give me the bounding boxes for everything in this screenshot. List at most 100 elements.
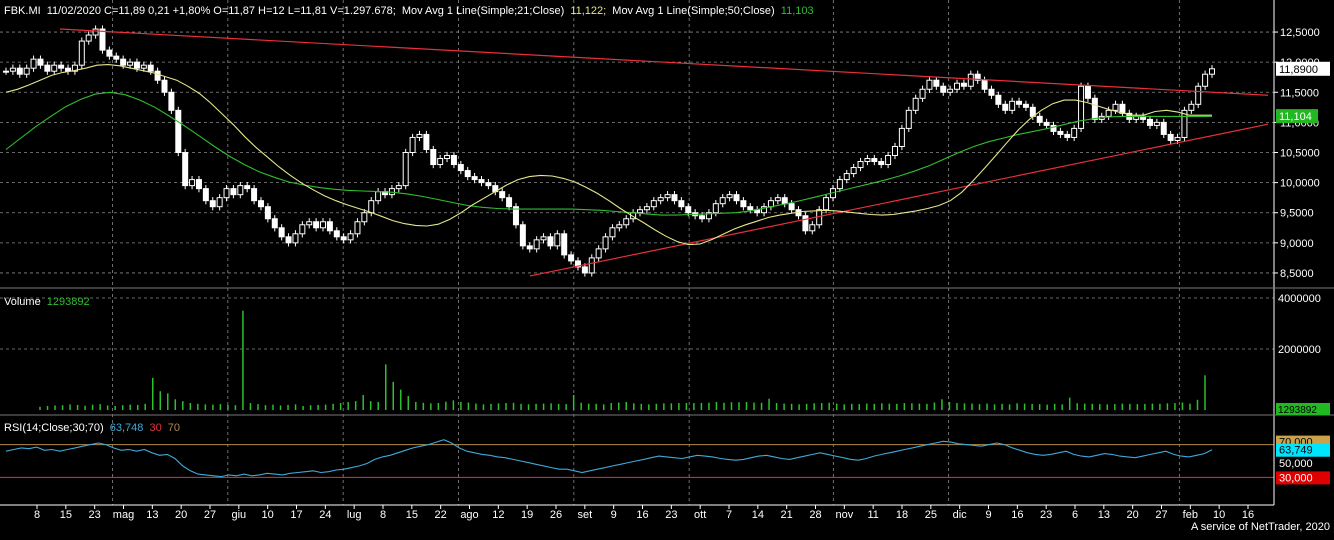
volume-header: Volume 1293892 bbox=[4, 296, 90, 308]
candle-body bbox=[1057, 130, 1064, 135]
candle-body bbox=[251, 188, 258, 202]
candle-body bbox=[147, 64, 154, 72]
candle-body bbox=[1195, 85, 1202, 105]
candle-body bbox=[699, 215, 706, 220]
candle-body bbox=[561, 233, 568, 256]
x-tick-label: 27 bbox=[1155, 509, 1167, 521]
candle-body bbox=[409, 136, 416, 153]
candle-body bbox=[1153, 121, 1160, 126]
candle-body bbox=[44, 64, 51, 72]
candle-body bbox=[78, 40, 85, 66]
candle-body bbox=[843, 173, 850, 181]
price-tick-label: 11,5000 bbox=[1280, 87, 1319, 99]
x-tick-label: 16 bbox=[636, 509, 648, 521]
x-tick-label: feb bbox=[1183, 509, 1198, 521]
x-tick-label: set bbox=[577, 509, 592, 521]
x-tick-label: 10 bbox=[1213, 509, 1225, 521]
candle-body bbox=[740, 200, 747, 208]
candle-body bbox=[168, 91, 175, 111]
x-tick-label: 27 bbox=[204, 509, 216, 521]
x-tick-label: 6 bbox=[1072, 509, 1078, 521]
price-tick-label: 12,5000 bbox=[1280, 27, 1320, 39]
x-tick-label: 28 bbox=[809, 509, 821, 521]
candle-body bbox=[1071, 127, 1078, 138]
candle-body bbox=[1002, 103, 1009, 111]
candle-body bbox=[761, 206, 768, 214]
candle-body bbox=[285, 236, 292, 244]
header-quote: 11/02/2020 C=11,89 0,21 +1,80% O=11,87 H… bbox=[47, 5, 396, 17]
candle-body bbox=[1209, 68, 1215, 75]
candle-body bbox=[905, 109, 912, 129]
rsi-header: RSI(14;Close;30;70) 63,748 30 70 bbox=[4, 422, 180, 434]
candle-body bbox=[133, 61, 140, 69]
x-tick-label: dic bbox=[953, 509, 968, 521]
x-tick-label: ott bbox=[694, 509, 706, 521]
candle-body bbox=[967, 73, 974, 87]
footer-credit: A service of NetTrader, 2020 bbox=[1191, 521, 1330, 533]
rsi-value-label: 63,749 bbox=[1279, 445, 1313, 457]
x-tick-label: 20 bbox=[1127, 509, 1139, 521]
rsi-upper-level: 70 bbox=[168, 422, 180, 434]
candle-body bbox=[988, 88, 995, 96]
candle-body bbox=[1036, 115, 1043, 123]
rsi-30-label: 30,000 bbox=[1279, 472, 1313, 484]
candle-body bbox=[1181, 109, 1188, 138]
candle-body bbox=[30, 58, 37, 69]
candle-body bbox=[257, 200, 264, 208]
candle-body bbox=[926, 79, 933, 90]
candle-body bbox=[416, 133, 423, 138]
candle-body bbox=[912, 97, 919, 111]
candle-body bbox=[623, 218, 630, 226]
candle-body bbox=[506, 197, 513, 208]
last-price-box bbox=[1276, 61, 1330, 76]
candle-body bbox=[499, 191, 506, 199]
candle-body bbox=[871, 158, 878, 163]
candle-body bbox=[278, 227, 285, 238]
x-tick-label: 21 bbox=[781, 509, 793, 521]
candle-body bbox=[175, 109, 182, 154]
x-tick-label: 19 bbox=[521, 509, 533, 521]
last-price-label: 11,8900 bbox=[1279, 64, 1318, 76]
candle-body bbox=[919, 88, 926, 99]
candle-body bbox=[430, 148, 437, 166]
candle-body bbox=[306, 221, 313, 226]
candle-body bbox=[92, 28, 99, 36]
x-tick-label: 16 bbox=[1011, 509, 1023, 521]
x-tick-label: lug bbox=[347, 509, 362, 521]
x-tick-label: 8 bbox=[34, 509, 40, 521]
x-tick-label: 26 bbox=[550, 509, 562, 521]
candle-body bbox=[802, 215, 809, 232]
candle-body bbox=[678, 200, 685, 208]
candle-body bbox=[326, 221, 333, 232]
candle-body bbox=[71, 64, 78, 72]
candle-body bbox=[1084, 85, 1091, 99]
ma50-box bbox=[1276, 109, 1318, 124]
candle-body bbox=[940, 85, 947, 93]
candle-body bbox=[671, 194, 678, 202]
candle-body bbox=[609, 227, 616, 238]
x-tick-label: 13 bbox=[146, 509, 158, 521]
candle-body bbox=[1188, 103, 1195, 111]
candle-body bbox=[1105, 109, 1112, 117]
candle-body bbox=[1043, 121, 1050, 126]
candle-body bbox=[981, 79, 988, 90]
candle-body bbox=[85, 34, 92, 42]
candle-body bbox=[995, 94, 1002, 105]
rsi-line bbox=[5, 439, 1213, 478]
candle-body bbox=[1160, 121, 1167, 135]
rsi-panel bbox=[0, 439, 1274, 478]
candle-body bbox=[581, 266, 588, 274]
candle-body bbox=[933, 79, 940, 87]
candle-body bbox=[512, 206, 519, 226]
candle-body bbox=[154, 70, 161, 81]
candle-body bbox=[464, 170, 471, 178]
x-tick-label: 15 bbox=[406, 509, 418, 521]
candle-body bbox=[891, 145, 898, 157]
rsi-value: 63,748 bbox=[110, 422, 144, 434]
candle-body bbox=[788, 203, 795, 211]
candle-body bbox=[375, 191, 382, 202]
x-tick-label: ago bbox=[460, 509, 478, 521]
candle-body bbox=[960, 82, 967, 87]
candle-body bbox=[264, 206, 271, 220]
candle-body bbox=[747, 206, 754, 211]
